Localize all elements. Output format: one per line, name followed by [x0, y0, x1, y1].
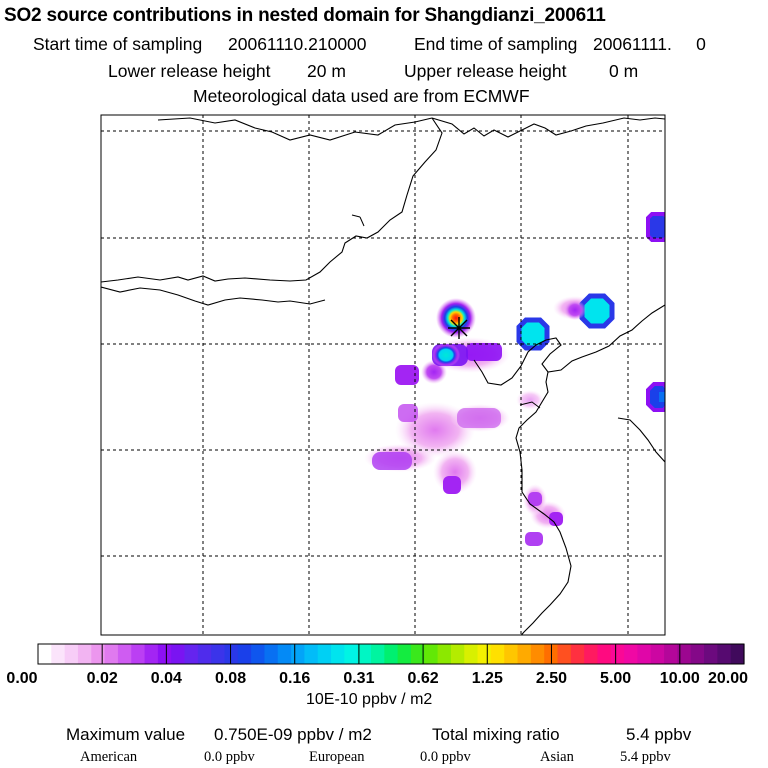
colorbar-segment	[237, 644, 252, 664]
colorbar-segment	[490, 644, 505, 664]
colorbar-segment	[477, 644, 492, 664]
colorbar-segment	[344, 644, 359, 664]
colorbar-segment	[104, 644, 119, 664]
colorbar-segment	[570, 644, 585, 664]
colorbar-segment	[397, 644, 412, 664]
colorbar-segment	[131, 644, 146, 664]
asian-label: Asian	[540, 749, 574, 765]
colorbar-tick-label: 0.08	[214, 670, 247, 687]
colorbar-segment	[304, 644, 319, 664]
colorbar-segment	[157, 644, 172, 664]
colorbar-segment	[704, 644, 718, 664]
total-mixing-label: Total mixing ratio	[432, 725, 560, 744]
european-label: European	[309, 749, 365, 765]
asian-value: 5.4 ppbv	[620, 749, 671, 765]
colorbar-segment	[317, 644, 332, 664]
colorbar-segment	[197, 644, 212, 664]
colorbar-segment	[650, 644, 665, 664]
start-time-label: Start time of sampling	[33, 34, 203, 54]
colorbar-tick-label: 0.02	[86, 670, 118, 687]
colorbar-segment	[77, 644, 92, 664]
graticule	[101, 115, 665, 635]
hotspot-source-east-edge	[646, 382, 665, 412]
hotspot-source-east-2	[579, 293, 615, 329]
end-time-value: 20061111. 0	[593, 34, 706, 54]
colorbar-frame	[37, 643, 745, 665]
colorbar-segment	[264, 644, 279, 664]
colorbar-segment	[117, 644, 132, 664]
hotspots	[432, 212, 665, 412]
american-label: American	[80, 749, 138, 765]
colorbar-segment	[277, 644, 292, 664]
chart-title: SO2 source contributions in nested domai…	[4, 5, 606, 26]
hotspot-source-east-1	[516, 317, 550, 351]
colorbar-segment	[517, 644, 532, 664]
colorbar-segment	[91, 644, 106, 664]
hotspot-source-northeast-edge	[646, 212, 665, 242]
colorbar-segment	[717, 644, 732, 664]
colorbar-tick-label: 0.04	[150, 670, 182, 687]
map-frame	[100, 114, 666, 636]
colorbar-tick-label: 0.31	[343, 670, 375, 687]
colorbar-segment	[184, 644, 199, 664]
colorbar-segment	[624, 644, 639, 664]
colorbar-segment	[584, 644, 599, 664]
colorbar-segment	[144, 644, 159, 664]
colorbar-tick-label: 0.00	[6, 670, 38, 687]
colorbar-segment	[331, 644, 345, 664]
european-value: 0.0 ppbv	[420, 749, 471, 765]
colorbar-segment	[504, 644, 519, 664]
colorbar-segment	[610, 644, 625, 664]
colorbar-segment	[690, 644, 705, 664]
colorbar-segment	[357, 644, 372, 664]
colorbar-segment	[530, 644, 545, 664]
colorbar-segment	[557, 644, 572, 664]
coastlines	[101, 117, 665, 635]
colorbar-tick-label: 5.00	[600, 670, 632, 687]
colorbar-units: 10E-10 ppbv / m2	[306, 691, 433, 708]
upper-height-label: Upper release height	[404, 61, 567, 81]
colorbar-segment	[38, 644, 52, 664]
hotspot-blue-south	[432, 343, 460, 367]
upper-height-value: 0 m	[609, 61, 639, 81]
met-data-line: Meteorological data used are from ECMWF	[193, 86, 530, 106]
lower-height-value: 20 m	[307, 61, 346, 81]
american-value: 0.0 ppbv	[204, 749, 255, 765]
colorbar-segment	[450, 644, 465, 664]
colorbar-segment	[211, 644, 226, 664]
max-value-label: Maximum value	[66, 725, 186, 744]
colorbar-segment	[597, 644, 612, 664]
colorbar-tick-label: 2.50	[535, 670, 568, 687]
colorbar-segment	[371, 644, 385, 664]
colorbar-segment	[291, 644, 306, 664]
colorbar-tick-label: 0.16	[279, 670, 311, 687]
colorbar-segment	[437, 644, 452, 664]
colorbar-segment	[424, 644, 439, 664]
hotspot-source-near-receptor	[436, 298, 476, 338]
colorbar-segment	[251, 644, 266, 664]
colorbar-segment	[664, 644, 678, 664]
colorbar-segment	[730, 644, 745, 664]
colorbar-tick-label: 1.25	[471, 670, 503, 687]
colorbar-segment	[637, 644, 652, 664]
colorbar-tick-label: 20.00	[707, 670, 749, 687]
colorbar-segment	[410, 644, 425, 664]
max-value: 0.750E-09 ppbv / m2	[214, 725, 372, 744]
colorbar-segment	[171, 644, 186, 664]
colorbar-segment	[51, 644, 66, 664]
colorbar-segment	[224, 644, 239, 664]
receptor-star-icon	[448, 317, 470, 339]
total-mixing-value: 5.4 ppbv	[626, 725, 692, 744]
colorbar-segment	[677, 644, 692, 664]
start-time-value: 20061110.210000	[228, 34, 367, 54]
end-time-label: End time of sampling	[414, 34, 578, 54]
colorbar-tick-label: 10.00	[659, 670, 700, 687]
colorbar-tick-label: 0.62	[407, 670, 439, 687]
colorbar-segment	[464, 644, 479, 664]
colorbar	[37, 643, 745, 665]
lower-height-label: Lower release height	[108, 61, 271, 81]
colorbar-segment	[384, 644, 399, 664]
colorbar-segment	[64, 644, 79, 664]
